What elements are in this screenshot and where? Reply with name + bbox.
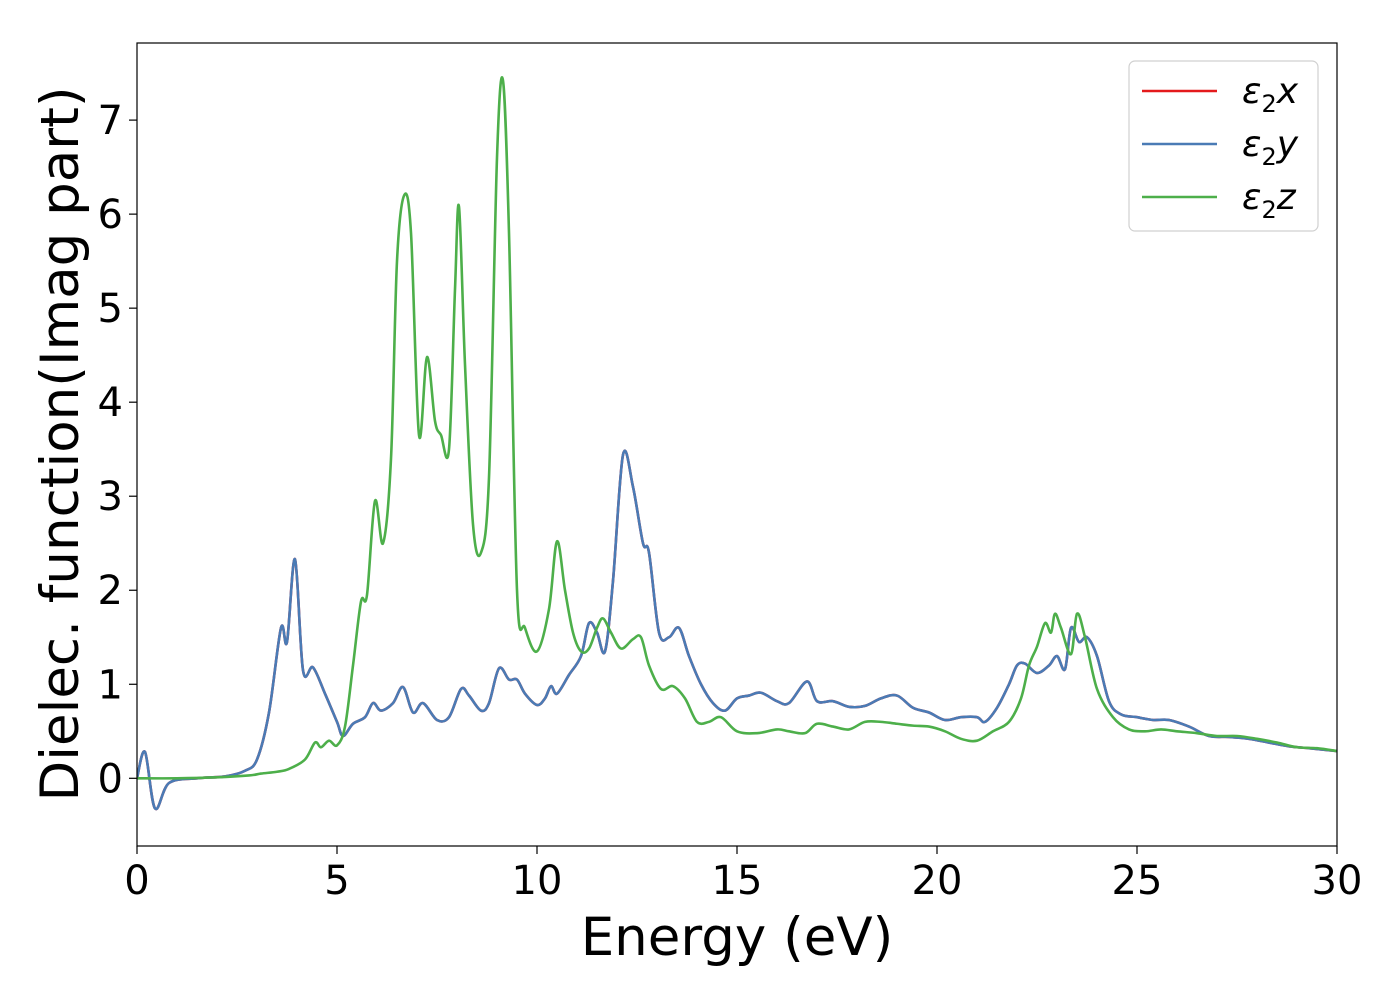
x-tick-label: 20 bbox=[912, 858, 963, 904]
series-layer bbox=[137, 76, 1337, 811]
y-tick-label: 2 bbox=[98, 568, 123, 614]
y-tick-label: 4 bbox=[98, 380, 123, 426]
y-axis: 0 1 2 3 4 5 6 7 bbox=[98, 98, 137, 802]
y-tick-label: 5 bbox=[98, 286, 123, 332]
legend-label-1: ε2y bbox=[1242, 124, 1299, 171]
legend-label-2: ε2z bbox=[1242, 177, 1297, 224]
x-tick-label: 5 bbox=[324, 858, 349, 904]
x-tick-label: 25 bbox=[1112, 858, 1163, 904]
legend-box bbox=[1128, 60, 1319, 232]
y-tick-label: 1 bbox=[98, 662, 123, 708]
x-tick-label: 10 bbox=[512, 858, 563, 904]
y-axis-label: Dielec. function(Imag part) bbox=[30, 86, 91, 801]
x-axis: 0 5 10 15 20 25 30 bbox=[124, 846, 1362, 904]
y-tick-label: 6 bbox=[98, 192, 123, 238]
x-tick-label: 0 bbox=[124, 858, 149, 904]
legend-label-0: ε2x bbox=[1242, 71, 1299, 118]
legend: ε2x ε2y ε2z bbox=[1128, 60, 1319, 232]
series-line-2 bbox=[137, 76, 1337, 780]
x-axis-label: Energy (eV) bbox=[581, 907, 894, 968]
x-tick-label: 30 bbox=[1312, 858, 1363, 904]
y-tick-label: 0 bbox=[98, 756, 123, 802]
x-tick-label: 15 bbox=[712, 858, 763, 904]
y-tick-label: 7 bbox=[98, 98, 123, 144]
y-tick-label: 3 bbox=[98, 474, 123, 520]
